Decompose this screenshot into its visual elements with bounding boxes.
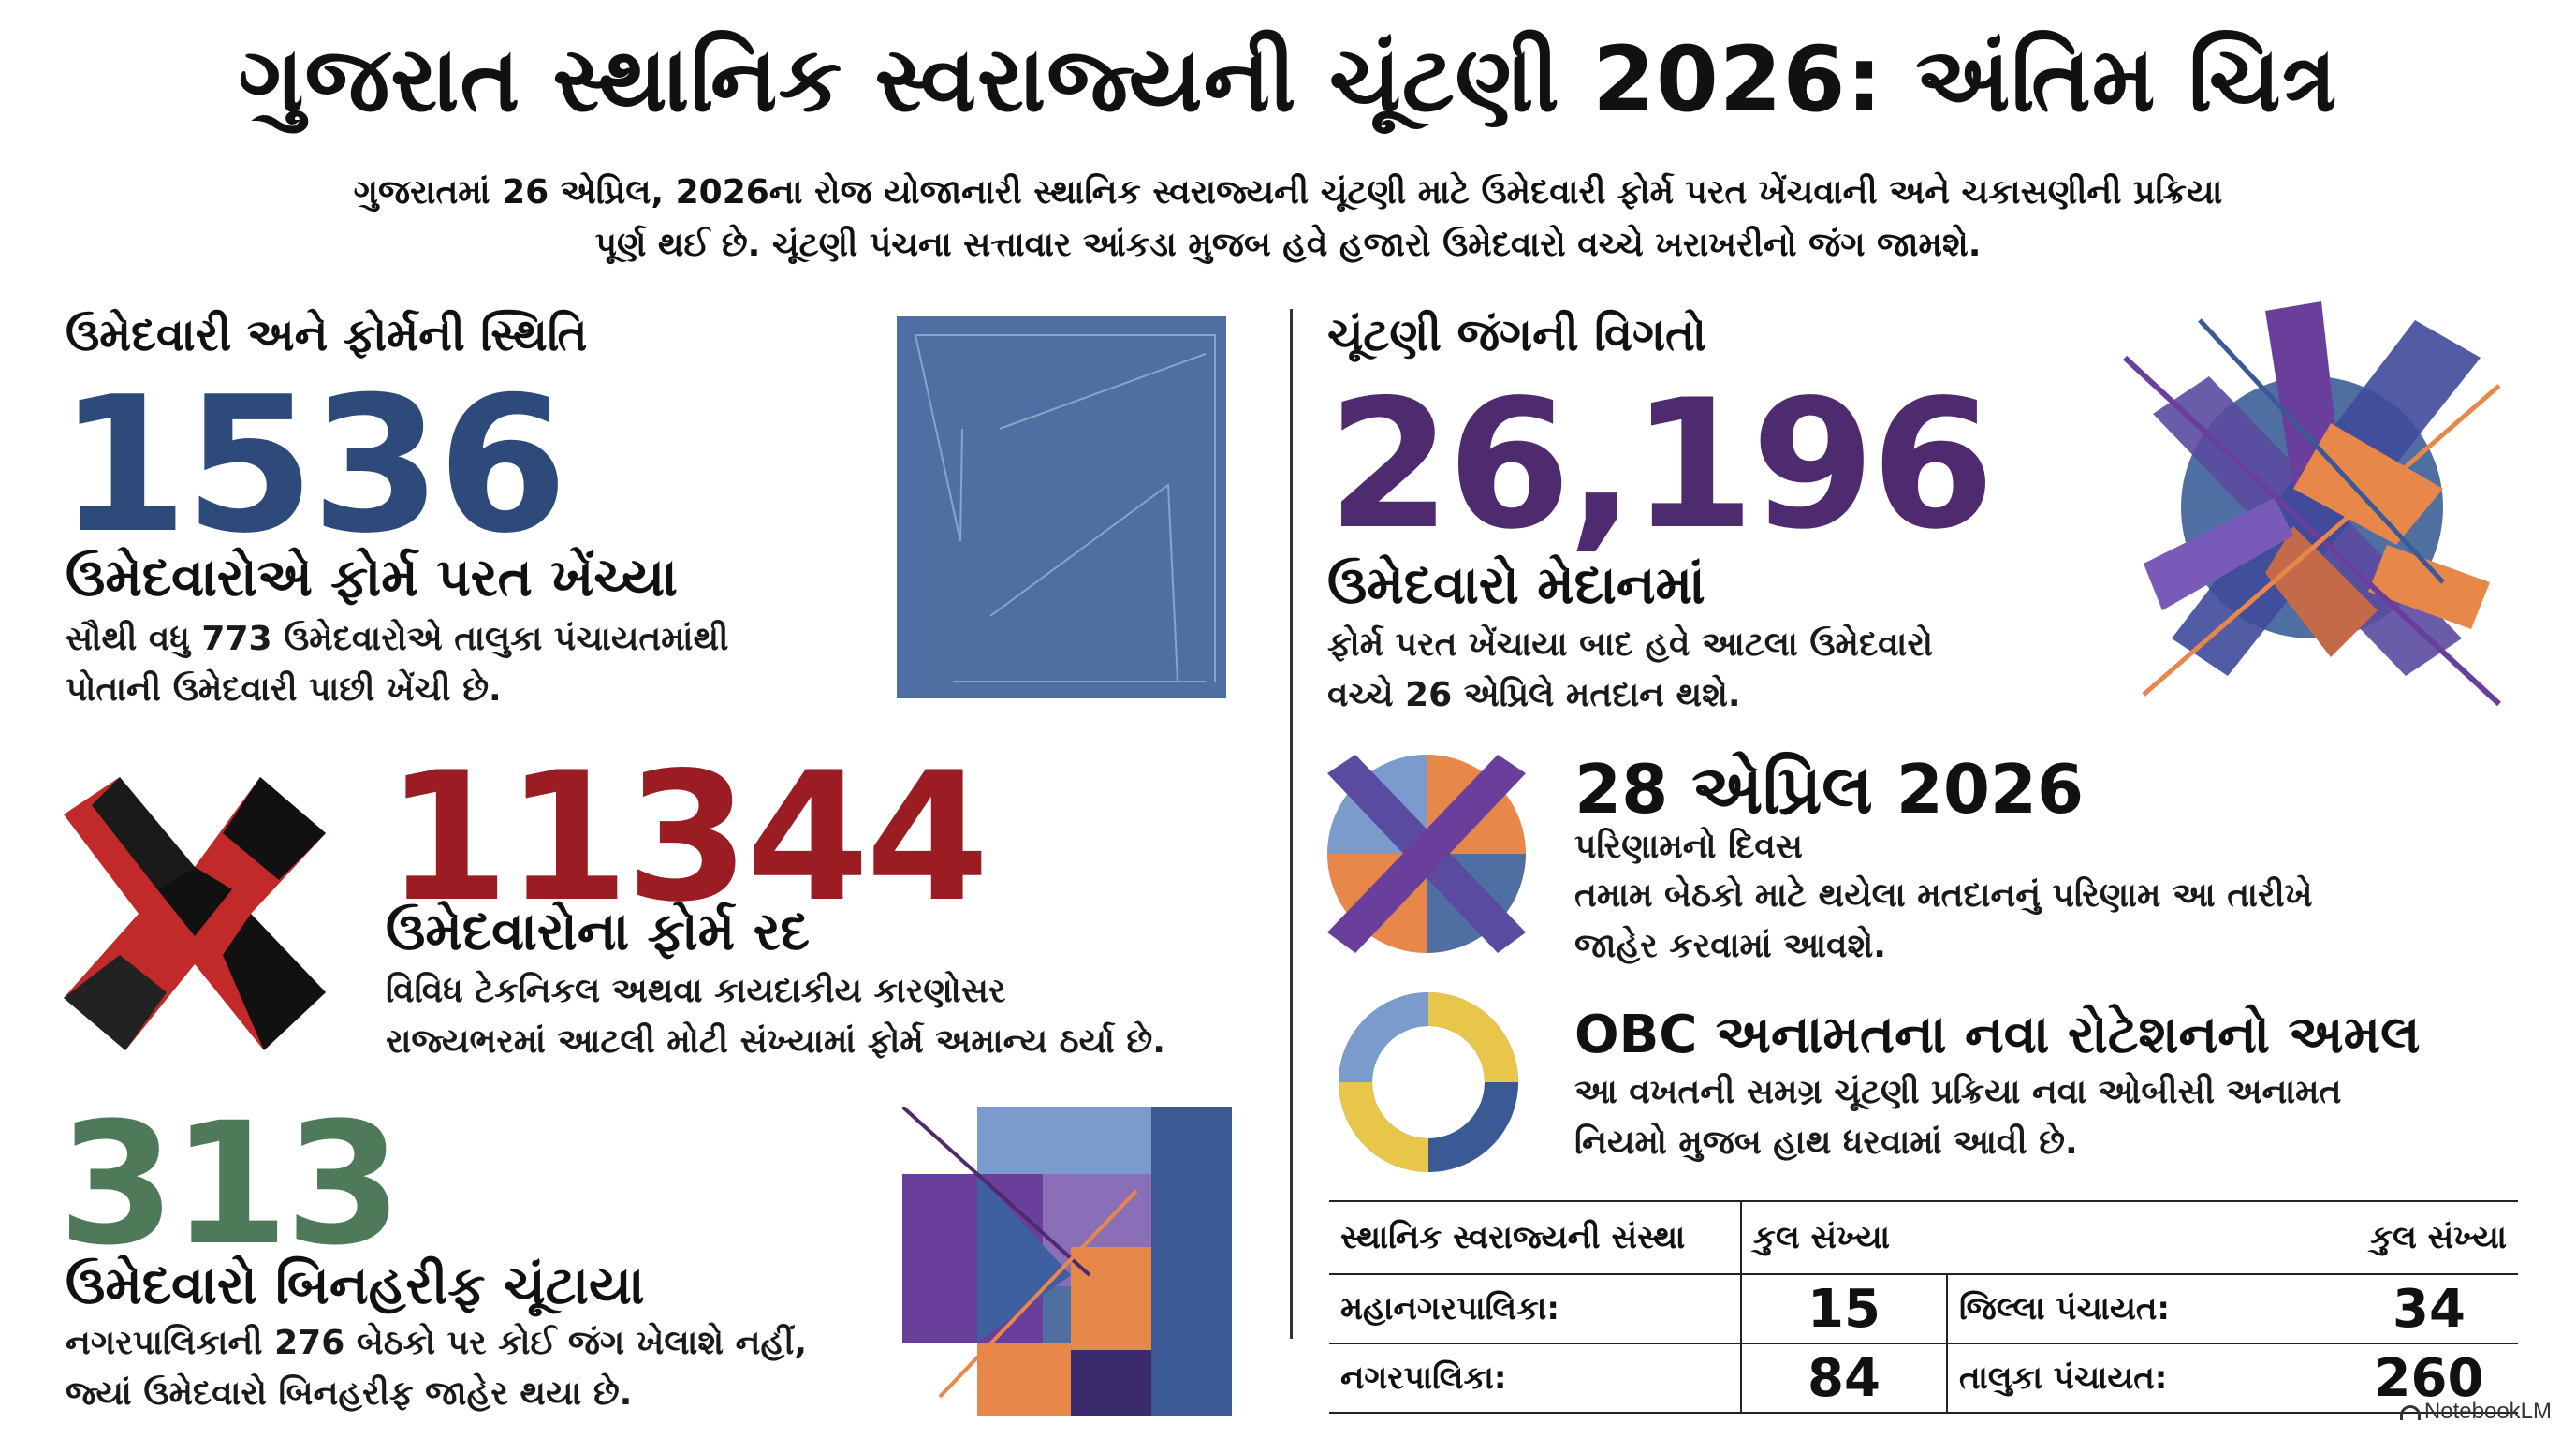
result-date-x-graphic	[1327, 755, 1526, 953]
result-desc-line-2: જાહેર કરવામાં આવશે.	[1574, 927, 1886, 965]
unopposed-number: 313	[58, 1087, 402, 1283]
column-divider	[1290, 309, 1293, 1339]
obc-desc-line-2: નિયમો મુજબ હાથ ધરવામાં આવી છે.	[1574, 1123, 2078, 1162]
table-cell-name: તાલુકા પંચાયત:	[1946, 1343, 2340, 1414]
rejected-desc-line-2: રાજ્યભરમાં આટલી મોટી સંખ્યામાં ફોર્મ અમા…	[386, 1022, 1165, 1061]
table-header-total-1: કુલ સંખ્યા	[1740, 1199, 2340, 1276]
table-cell-count: 34	[2340, 1273, 2518, 1345]
rejected-description: વિવિધ ટેકનિકલ અથવા કાયદાકીય કારણોસર રાજ્…	[386, 966, 1165, 1067]
brand-name: NotebookLM	[2423, 1399, 2552, 1424]
crossing-shards-graphic	[2122, 301, 2502, 707]
rejected-desc-line-1: વિવિધ ટેકનિકલ અથવા કાયદાકીય કારણોસર	[386, 972, 1006, 1010]
rejected-label: ઉમેદવારોના ફોર્મ રદ	[386, 902, 810, 962]
right-section-heading: ચૂંટણી જંગની વિગતો	[1327, 309, 1706, 361]
table-cell-count: 15	[1740, 1273, 1948, 1345]
subtitle-line-2: પૂર્ણ થઈ છે. ચૂંટણી પંચના સત્તાવાર આંકડા…	[594, 226, 1982, 264]
withdrawn-number: 1536	[58, 357, 568, 575]
table-header-row: સ્થાનિક સ્વરાજ્યની સંસ્થા કુલ સંખ્યા કુલ…	[1329, 1199, 2518, 1276]
geometric-blocks-graphic	[902, 1107, 1232, 1416]
subtitle-line-1: ગુજરાતમાં 26 એપ્રિલ, 2026ના રોજ યોજાનારી…	[353, 173, 2223, 212]
blue-square-graphic	[897, 316, 1226, 698]
unopposed-label: ઉમેદવારો બિનહરીફ ચૂંટાયા	[66, 1255, 645, 1316]
unopposed-description: નગરપાલિકાની 276 બેઠકો પર કોઈ જંગ ખેલાશે …	[66, 1318, 807, 1419]
result-desc-line-1: તમામ બેઠકો માટે થયેલા મતદાનનું પરિણામ આ …	[1574, 876, 2313, 915]
page-title: ગુજરાત સ્થાનિક સ્વરાજ્યની ચૂંટણી 2026: અ…	[238, 27, 2338, 132]
contest-desc-line-2: વચ્ચે 26 એપ્રિલે મતદાન થશે.	[1327, 676, 1741, 714]
result-date: 28 એપ્રિલ 2026	[1574, 750, 2085, 829]
table-cell-name: જિલ્લા પંચાયત:	[1946, 1273, 2340, 1345]
withdrawn-label: ઉમેદવારોએ ફોર્મ પરત ખેંચ્યા	[66, 548, 678, 609]
table-row: નગરપાલિકા: 84 તાલુકા પંચાયત: 260	[1329, 1343, 2518, 1414]
brand-watermark: NotebookLM	[2399, 1399, 2552, 1425]
rotation-cycle-icon	[1339, 992, 1518, 1172]
table-cell-count: 84	[1740, 1343, 1948, 1414]
unopposed-desc-line-1: નગરપાલિકાની 276 બેઠકો પર કોઈ જંગ ખેલાશે …	[66, 1324, 808, 1362]
withdrawn-desc-line-1: સૌથી વધુ 773 ઉમેદવારોએ તાલુકા પંચાયતમાંથ…	[66, 620, 729, 658]
table-header-total-2: કુલ સંખ્યા	[2340, 1199, 2518, 1276]
left-section-heading: ઉમેદવારી અને ફોર્મની સ્થિતિ	[66, 309, 588, 361]
obc-desc-line-1: આ વખતની સમગ્ર ચૂંટણી પ્રક્રિયા નવા ઓબીસી…	[1574, 1073, 2342, 1111]
table-cell-count: 260	[2340, 1343, 2518, 1414]
contest-desc-line-1: ફોર્મ પરત ખેંચાયા બાદ હવે આટલા ઉમેદવારો	[1327, 625, 1933, 664]
obc-title: OBC અનામતના નવા રોટેશનનો અમલ	[1574, 1005, 2421, 1065]
contest-description: ફોર્મ પરત ખેંચાયા બાદ હવે આટલા ઉમેદવારો …	[1327, 620, 1933, 721]
contest-label: ઉમેદવારો મેદાનમાં	[1327, 555, 1705, 616]
withdrawn-desc-line-2: પોતાની ઉમેદવારી પાછી ખેંચી છે.	[66, 670, 502, 709]
table-row: મહાનગરપાલિકા: 15 જિલ્લા પંચાયત: 34	[1329, 1273, 2518, 1345]
result-label: પરિણામનો દિવસ	[1574, 828, 1803, 866]
result-description: તમામ બેઠકો માટે થયેલા મતદાનનું પરિણામ આ …	[1574, 871, 2312, 972]
obc-description: આ વખતની સમગ્ર ચૂંટણી પ્રક્રિયા નવા ઓબીસી…	[1574, 1067, 2341, 1168]
rejected-number: 11344	[386, 734, 989, 941]
table-cell-name: નગરપાલિકા:	[1329, 1343, 1742, 1414]
table-cell-name: મહાનગરપાલિકા:	[1329, 1273, 1742, 1345]
notebooklm-logo-icon	[2399, 1405, 2421, 1420]
contest-number: 26,196	[1327, 361, 1995, 568]
unopposed-desc-line-2: જ્યાં ઉમેદવારો બિનહરીફ જાહેર થયા છે.	[66, 1374, 633, 1413]
withdrawn-description: સૌથી વધુ 773 ઉમેદવારોએ તાલુકા પંચાયતમાંથ…	[66, 614, 728, 715]
rejected-x-icon	[64, 777, 326, 1050]
table-header-institution: સ્થાનિક સ્વરાજ્યની સંસ્થા	[1329, 1199, 1742, 1276]
page-subtitle: ગુજરાતમાં 26 એપ્રિલ, 2026ના રોજ યોજાનારી…	[243, 167, 2333, 271]
local-bodies-table: સ્થાનિક સ્વરાજ્યની સંસ્થા કુલ સંખ્યા કુલ…	[1329, 1199, 2518, 1414]
